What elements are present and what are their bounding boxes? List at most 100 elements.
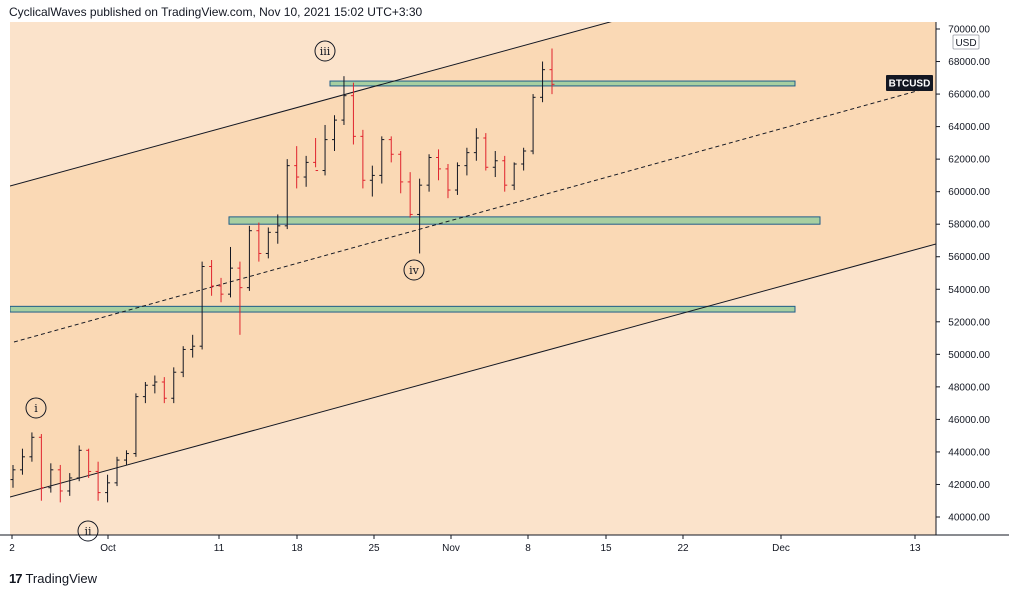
- y-tick-label: 44000.00: [948, 447, 990, 458]
- zone-1[interactable]: [329, 80, 796, 87]
- x-tick-label: Dec: [772, 543, 790, 554]
- ohlc-bar: [95, 461, 101, 501]
- ohlc-bar: [473, 128, 479, 161]
- y-axis: 70000.00 68000.00 66000.00 64000.00 62000.00…: [936, 25, 990, 524]
- ohlc-bar: [256, 222, 262, 262]
- ohlc-bar: [246, 225, 252, 291]
- ohlc-bar: [294, 146, 300, 189]
- y-tick-label: 60000.00: [948, 187, 990, 198]
- currency-label: USD: [955, 38, 976, 49]
- y-tick-label: 40000.00: [948, 513, 990, 524]
- svg-text:iv: iv: [409, 264, 420, 277]
- ohlc-bar: [332, 115, 338, 151]
- ohlc-bar: [227, 246, 233, 298]
- ohlc-bar: [464, 147, 470, 176]
- ohlc-bar: [48, 463, 54, 493]
- wave-label-iii: iii: [314, 40, 336, 62]
- ohlc-bar: [407, 172, 413, 218]
- ohlc-bar: [426, 154, 432, 192]
- ohlc-bar: [123, 450, 129, 465]
- ohlc-bar: [105, 474, 111, 503]
- x-tick-label: 22: [677, 543, 689, 554]
- price-label-box: [886, 75, 933, 91]
- ohlc-bar: [29, 432, 35, 462]
- ohlc-bar: [284, 159, 290, 230]
- support-resistance-zones: [10, 80, 821, 313]
- y-tick-label: 46000.00: [948, 415, 990, 426]
- plot-layer: [10, 22, 936, 535]
- ohlc-bar: [436, 149, 442, 181]
- ohlc-bar: [322, 124, 328, 176]
- svg-text:iii: iii: [320, 45, 331, 58]
- ohlc-bar: [540, 61, 546, 103]
- ohlc-bar: [379, 136, 385, 184]
- ohlc-bar: [218, 277, 224, 303]
- ohlc-bar: [341, 76, 347, 125]
- x-tick-label: 8: [525, 543, 531, 554]
- ohlc-bar: [313, 137, 319, 172]
- ohlc-bar: [492, 151, 498, 178]
- ohlc-bar: [303, 155, 309, 187]
- ohlc-bar: [199, 261, 205, 350]
- ohlc-bar: [521, 147, 527, 171]
- ohlc-bar: [350, 82, 356, 145]
- wave-label-iv: iv: [403, 259, 425, 281]
- svg-text:ii: ii: [84, 525, 92, 538]
- ohlc-bar: [388, 136, 394, 163]
- ohlc-bar: [398, 151, 404, 194]
- y-tick-label: 58000.00: [948, 220, 990, 231]
- y-tick-label: 42000.00: [948, 480, 990, 491]
- y-tick-label: 62000.00: [948, 155, 990, 166]
- ohlc-bar: [360, 129, 366, 189]
- ohlc-bars: [10, 48, 555, 503]
- zone-2[interactable]: [228, 216, 821, 225]
- tradingview-logo-icon: 17: [9, 571, 23, 586]
- ohlc-bar: [57, 464, 63, 503]
- ohlc-bar: [369, 165, 375, 197]
- x-tick-label: Nov: [442, 543, 460, 554]
- y-tick-label: 64000.00: [948, 122, 990, 133]
- ohlc-bar: [237, 261, 243, 335]
- channel-upper-half: [10, 22, 936, 497]
- channel-bottom-line[interactable]: [10, 243, 936, 498]
- ohlc-bar: [180, 346, 186, 378]
- wave-label-i: i: [25, 397, 47, 419]
- ohlc-bar: [76, 445, 82, 482]
- ohlc-bar: [10, 464, 16, 488]
- y-tick-label: 48000.00: [948, 382, 990, 393]
- ohlc-bar: [417, 178, 423, 254]
- y-tick-label: 70000.00: [948, 25, 990, 36]
- x-tick-label: 11: [214, 543, 225, 554]
- y-tick-label: 56000.00: [948, 252, 990, 263]
- y-tick-label: 66000.00: [948, 90, 990, 101]
- ohlc-bar: [142, 381, 148, 404]
- channel-median-line[interactable]: [13, 88, 925, 343]
- ohlc-bar: [209, 259, 215, 296]
- ohlc-bar: [86, 448, 92, 478]
- x-axis: 2 Oct 11 18 25 Nov 8 15 22 Dec 13: [9, 535, 921, 554]
- y-tick-label: 54000.00: [948, 285, 990, 296]
- zone-3[interactable]: [10, 305, 796, 313]
- ohlc-bar: [38, 434, 44, 501]
- ohlc-bar: [161, 377, 167, 404]
- currency-box: [952, 34, 980, 50]
- y-tick-label: 68000.00: [948, 57, 990, 68]
- ohlc-bar: [19, 448, 25, 475]
- ohlc-bar: [265, 227, 271, 259]
- ohlc-bar: [114, 456, 120, 487]
- ohlc-bar: [454, 162, 460, 195]
- ohlc-bar: [530, 94, 536, 155]
- ohlc-bar: [511, 162, 517, 191]
- svg-text:i: i: [34, 402, 38, 415]
- x-tick-label: 13: [909, 543, 921, 554]
- y-tick-label: 50000.00: [948, 350, 990, 361]
- channel-top-line[interactable]: [10, 22, 936, 187]
- ohlc-bar: [67, 473, 73, 496]
- publisher-header: CyclicalWaves published on TradingView.c…: [9, 5, 423, 19]
- footer-brand[interactable]: 17 TradingView: [9, 571, 97, 586]
- x-tick-label: Oct: [100, 543, 116, 554]
- y-tick-label: 52000.00: [948, 317, 990, 328]
- chart-area[interactable]: i ii iii iv 70000.00 68000.00 66000.00 64000.0…: [0, 22, 1009, 557]
